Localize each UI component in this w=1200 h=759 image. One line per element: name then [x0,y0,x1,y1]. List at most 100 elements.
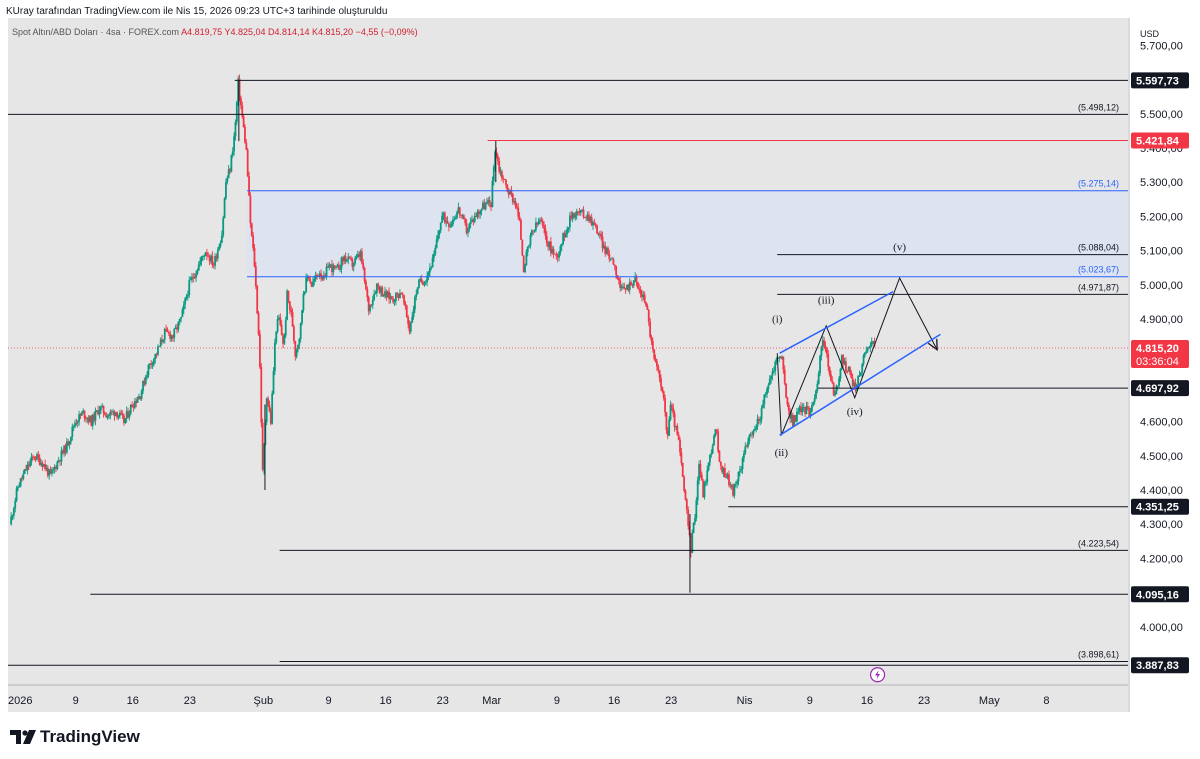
candle-body [473,215,476,222]
candle-body [864,352,866,356]
level-axis-box[interactable] [1131,586,1189,603]
candle-body [114,412,117,417]
candle-body [303,291,306,294]
candle-body [297,344,299,350]
candle-body [838,378,840,386]
candle-body [607,247,609,255]
candle-body [734,483,737,485]
candle-body [685,499,688,510]
candle-body [348,256,351,258]
tradingview-logo[interactable]: TradingView [10,727,140,747]
candle-body [118,412,121,416]
candle-body [861,364,864,373]
candle-body [273,342,276,372]
candle-body [422,282,424,285]
candle-body [518,216,521,220]
candle-body [872,341,874,342]
level-axis-box[interactable] [1131,657,1189,674]
candle-body [23,469,26,474]
candle-body [182,304,185,310]
elliott-wave-path[interactable] [776,276,938,436]
candle-body [744,446,747,454]
candle-body [382,295,385,297]
candle-body [106,416,109,418]
candle-body [225,182,227,199]
lightning-icon[interactable] [869,667,886,683]
resistance-zone[interactable] [247,190,1129,277]
candle-body [559,246,562,253]
candle-body [18,486,21,488]
candle-body [207,255,210,257]
candle-body [801,408,804,413]
level-axis-box[interactable] [1131,498,1189,515]
candle-body [76,421,79,424]
candle-body [27,464,30,467]
candle-body [10,516,13,525]
candle-body [764,394,767,395]
candle-body [835,385,838,395]
candle-body [419,279,422,281]
candle-body [87,418,90,422]
candle-body [64,445,67,453]
candle-body [201,256,204,258]
candle-body [25,469,27,471]
candle-body [866,348,869,352]
candle-body [651,341,654,350]
level-axis-box[interactable] [1131,72,1189,89]
candle-body [148,363,151,365]
candle-body [343,256,346,262]
candle-body [437,234,439,240]
candle-body [227,169,230,179]
candle-body [212,264,215,266]
candle-body [839,368,842,379]
candle-body [138,396,140,400]
candle-body [424,281,427,283]
candle-body [815,390,817,399]
level-axis-box[interactable] [1131,380,1189,397]
candle-body [293,326,295,342]
candle-body [229,169,231,172]
candle-body [231,151,234,156]
candle-body [55,466,57,469]
channel-upper-line[interactable] [779,290,894,354]
candle-body [278,317,280,320]
candle-body [514,201,517,206]
candle-body [609,258,612,260]
candle-body [411,316,414,323]
candle-body [41,462,44,467]
candle-body [870,341,873,346]
candle-body [267,398,269,405]
candle-body [732,487,734,496]
elliott-wave-label: (ii) [775,447,789,459]
last-price-box[interactable] [1131,340,1189,369]
candle-body [78,414,81,422]
candle-body [800,406,802,413]
currency-label[interactable]: USD [1140,29,1160,39]
candle-body [120,412,123,415]
candle-body [696,480,699,501]
candle-body [370,304,373,306]
candle-body [317,275,320,277]
candle-body [139,396,142,399]
candle-body [513,201,516,203]
candle-body [775,358,778,362]
candle-body [423,282,426,285]
candle-body [385,291,388,298]
candle-body [520,219,522,240]
candle-body [259,334,261,367]
channel-lower-line[interactable] [779,333,941,436]
candle-body [634,276,637,281]
candle-body [779,356,782,359]
plot-area[interactable] [8,18,1128,685]
candle-body [578,212,581,213]
time-tick-label: 9 [326,695,332,707]
candle-body [397,293,400,298]
candle-body [95,410,98,411]
time-axis-area[interactable] [8,685,1128,712]
candle-body [476,211,479,218]
level-axis-box[interactable] [1131,132,1189,149]
candle-body [360,251,363,264]
candle-body [490,203,492,208]
candle-body [602,245,605,249]
